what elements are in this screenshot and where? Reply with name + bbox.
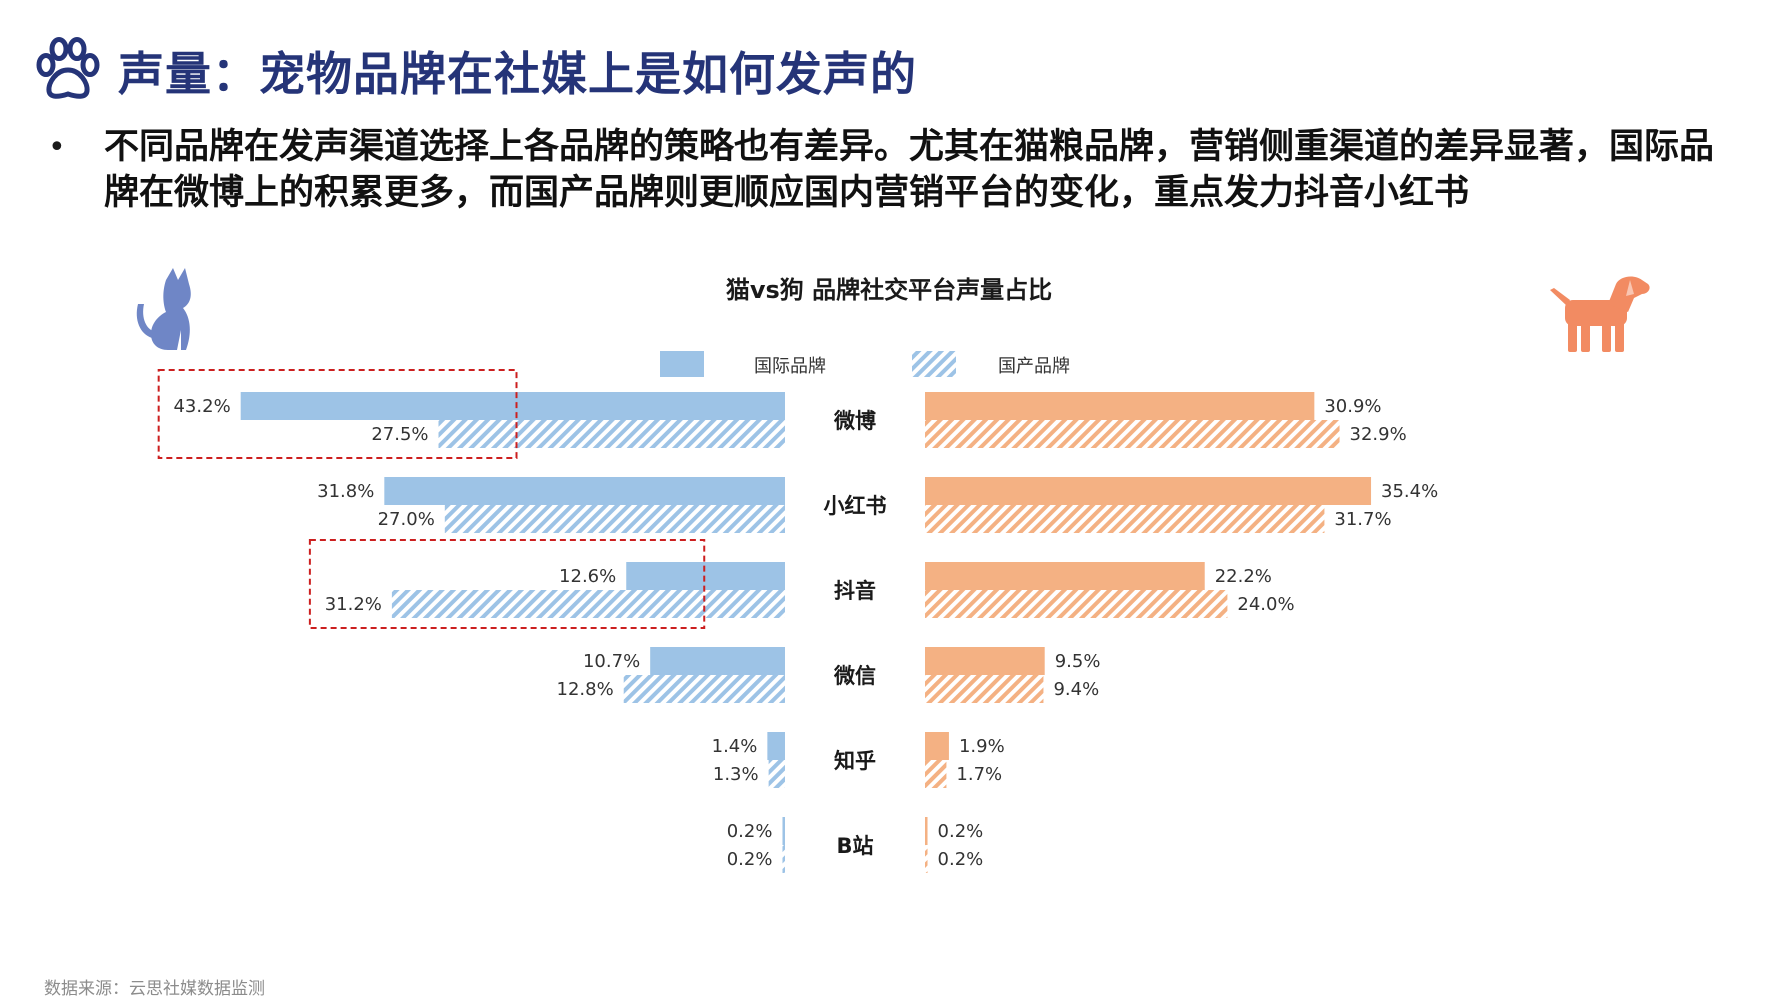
bar-cat-domestic-2 bbox=[391, 590, 785, 618]
value-label-dog-domestic-4: 1.7% bbox=[956, 764, 1002, 785]
bullet-text: 不同品牌在发声渠道选择上各品牌的策略也有差异。尤其在猫粮品牌，营销侧重渠道的差异… bbox=[104, 127, 1715, 213]
value-label-dog-domestic-1: 31.7% bbox=[1334, 509, 1391, 530]
highlight-box-0 bbox=[157, 369, 518, 459]
legend-label-international: 国际品牌 bbox=[754, 356, 826, 377]
bar-cat-international-0 bbox=[240, 392, 785, 420]
legend-swatch-international bbox=[660, 351, 704, 377]
category-label-4: 知乎 bbox=[834, 749, 876, 773]
category-label-1: 小红书 bbox=[824, 494, 887, 518]
bullet-point: • 不同品牌在发声渠道选择上各品牌的策略也有差异。尤其在猫粮品牌，营销侧重渠道的… bbox=[48, 124, 1748, 216]
legend-swatch-domestic bbox=[912, 351, 956, 377]
bullet-dot: • bbox=[48, 130, 66, 165]
bar-dog-international-0 bbox=[925, 392, 1315, 420]
bar-dog-domestic-5 bbox=[925, 845, 928, 873]
bar-dog-international-5 bbox=[925, 817, 928, 845]
bar-cat-domestic-0 bbox=[438, 420, 785, 448]
bar-cat-domestic-1 bbox=[444, 505, 785, 533]
bar-cat-international-3 bbox=[650, 647, 785, 675]
data-source-note: 数据来源：云思社媒数据监测 bbox=[44, 979, 265, 999]
paw-icon bbox=[36, 37, 100, 99]
bar-cat-domestic-4 bbox=[768, 760, 785, 788]
value-label-dog-domestic-3: 9.4% bbox=[1053, 679, 1099, 700]
value-label-dog-international-5: 0.2% bbox=[938, 821, 984, 842]
category-label-0: 微博 bbox=[833, 409, 876, 433]
labels-layer: 43.2% 27.5% 30.9% 32.9% 微博 31.8%27.0% 35.4% 31.… bbox=[173, 396, 1438, 870]
value-label-dog-international-0: 30.9% bbox=[1324, 396, 1381, 417]
value-label-cat-domestic-1: 27.0% bbox=[378, 509, 435, 530]
bar-dog-domestic-2 bbox=[925, 590, 1228, 618]
value-label-cat-domestic-2: 31.2% bbox=[325, 594, 382, 615]
value-label-dog-international-2: 22.2% bbox=[1215, 566, 1272, 587]
highlight-box-1 bbox=[308, 539, 706, 629]
bar-cat-domestic-3 bbox=[623, 675, 785, 703]
value-label-dog-domestic-2: 24.0% bbox=[1237, 594, 1294, 615]
bar-dog-domestic-1 bbox=[925, 505, 1325, 533]
category-label-2: 抖音 bbox=[834, 579, 876, 603]
value-label-cat-domestic-3: 12.8% bbox=[557, 679, 614, 700]
value-label-cat-domestic-0: 27.5% bbox=[371, 424, 428, 445]
page-title: 声量：宠物品牌在社媒上是如何发声的 bbox=[118, 47, 917, 101]
chart: 猫vs狗 品牌社交平台声量占比 国际品牌 国产品牌 43.2% 27.5% 30.9… bbox=[136, 268, 1650, 873]
dog-icon bbox=[1550, 276, 1650, 352]
category-label-5: B站 bbox=[836, 834, 873, 858]
bars-layer bbox=[157, 369, 1372, 873]
value-label-cat-domestic-4: 1.3% bbox=[713, 764, 759, 785]
bar-dog-international-2 bbox=[925, 562, 1205, 590]
category-label-3: 微信 bbox=[833, 664, 876, 688]
value-label-dog-domestic-0: 32.9% bbox=[1350, 424, 1407, 445]
value-label-dog-domestic-5: 0.2% bbox=[938, 849, 984, 870]
bar-cat-international-2 bbox=[626, 562, 785, 590]
value-label-cat-international-5: 0.2% bbox=[727, 821, 773, 842]
title-bar: 声量：宠物品牌在社媒上是如何发声的 bbox=[34, 30, 917, 112]
value-label-cat-domestic-5: 0.2% bbox=[727, 849, 773, 870]
bar-cat-domestic-5 bbox=[782, 845, 785, 873]
bar-dog-domestic-0 bbox=[925, 420, 1340, 448]
value-label-dog-international-4: 1.9% bbox=[959, 736, 1005, 757]
chart-title: 猫vs狗 品牌社交平台声量占比 bbox=[726, 276, 1052, 304]
bar-cat-international-5 bbox=[782, 817, 785, 845]
bar-dog-international-4 bbox=[925, 732, 949, 760]
value-label-dog-international-3: 9.5% bbox=[1055, 651, 1101, 672]
bar-dog-international-3 bbox=[925, 647, 1045, 675]
value-label-cat-international-1: 31.8% bbox=[317, 481, 374, 502]
value-label-cat-international-0: 43.2% bbox=[173, 396, 230, 417]
cat-icon bbox=[136, 268, 191, 350]
bar-cat-international-4 bbox=[767, 732, 785, 760]
legend-label-domestic: 国产品牌 bbox=[998, 356, 1070, 377]
value-label-cat-international-4: 1.4% bbox=[712, 736, 758, 757]
bar-dog-domestic-4 bbox=[925, 760, 947, 788]
value-label-dog-international-1: 35.4% bbox=[1381, 481, 1438, 502]
bar-dog-international-1 bbox=[925, 477, 1372, 505]
value-label-cat-international-2: 12.6% bbox=[559, 566, 616, 587]
value-label-cat-international-3: 10.7% bbox=[583, 651, 640, 672]
bar-cat-international-1 bbox=[384, 477, 785, 505]
bar-dog-domestic-3 bbox=[925, 675, 1044, 703]
